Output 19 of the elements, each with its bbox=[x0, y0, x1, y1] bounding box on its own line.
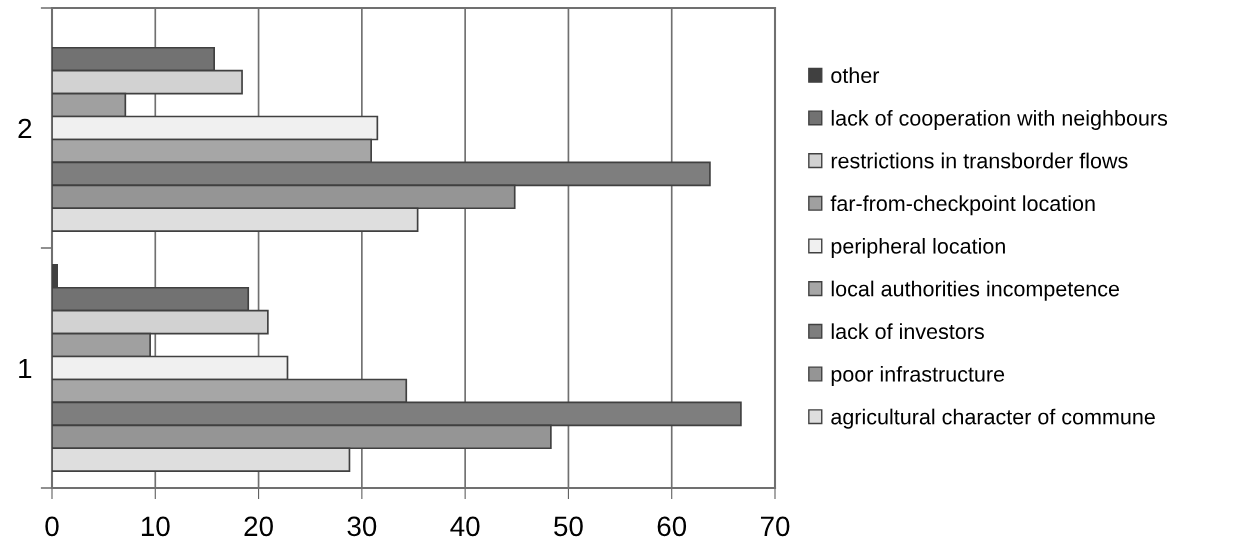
x-tick-label: 70 bbox=[760, 516, 790, 537]
legend-label: peripheral location bbox=[831, 237, 1005, 259]
y-tick-label: 1 bbox=[19, 358, 32, 379]
legend-label: other bbox=[831, 67, 880, 84]
legend-label: far-from-checkpoint location bbox=[830, 195, 1095, 216]
legend-label: agricultural character of commune bbox=[831, 408, 1155, 429]
legend-label: lack of investors bbox=[831, 323, 984, 340]
x-tick-label: 20 bbox=[244, 516, 273, 537]
y-tick-label: 2 bbox=[18, 118, 32, 139]
legend-label: lack of cooperation with neighbours bbox=[831, 109, 1168, 131]
x-tick-label: 30 bbox=[347, 516, 377, 537]
x-tick-label: 50 bbox=[554, 516, 583, 537]
x-tick-label: 60 bbox=[657, 516, 687, 537]
legend-label: poor infrastructure bbox=[831, 365, 1005, 387]
x-tick-label: 10 bbox=[141, 516, 170, 537]
x-tick-label: 0 bbox=[45, 516, 59, 537]
legend-label: local authorities incompetence bbox=[831, 280, 1119, 301]
x-tick-label: 40 bbox=[450, 516, 480, 537]
legend-label: restrictions in transborder flows bbox=[831, 152, 1128, 169]
